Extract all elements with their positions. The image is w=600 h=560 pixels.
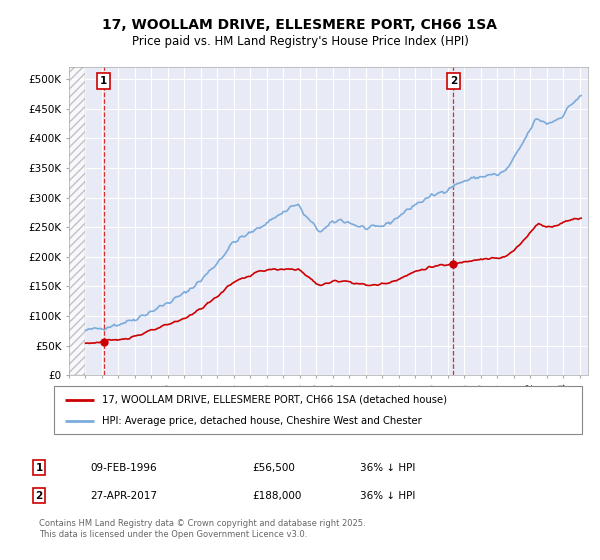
Text: 17, WOOLLAM DRIVE, ELLESMERE PORT, CH66 1SA (detached house): 17, WOOLLAM DRIVE, ELLESMERE PORT, CH66 … [101,395,446,405]
Text: 36% ↓ HPI: 36% ↓ HPI [360,463,415,473]
Text: 2: 2 [450,76,457,86]
Text: 36% ↓ HPI: 36% ↓ HPI [360,491,415,501]
FancyBboxPatch shape [54,386,582,434]
Text: £56,500: £56,500 [252,463,295,473]
Text: 27-APR-2017: 27-APR-2017 [90,491,157,501]
Text: 2: 2 [35,491,43,501]
Text: HPI: Average price, detached house, Cheshire West and Chester: HPI: Average price, detached house, Ches… [101,416,421,426]
Text: Price paid vs. HM Land Registry's House Price Index (HPI): Price paid vs. HM Land Registry's House … [131,35,469,48]
Text: £188,000: £188,000 [252,491,301,501]
Text: 1: 1 [100,76,107,86]
Text: 17, WOOLLAM DRIVE, ELLESMERE PORT, CH66 1SA: 17, WOOLLAM DRIVE, ELLESMERE PORT, CH66 … [103,18,497,32]
Text: 1: 1 [35,463,43,473]
Text: 09-FEB-1996: 09-FEB-1996 [90,463,157,473]
Text: Contains HM Land Registry data © Crown copyright and database right 2025.
This d: Contains HM Land Registry data © Crown c… [39,520,365,539]
